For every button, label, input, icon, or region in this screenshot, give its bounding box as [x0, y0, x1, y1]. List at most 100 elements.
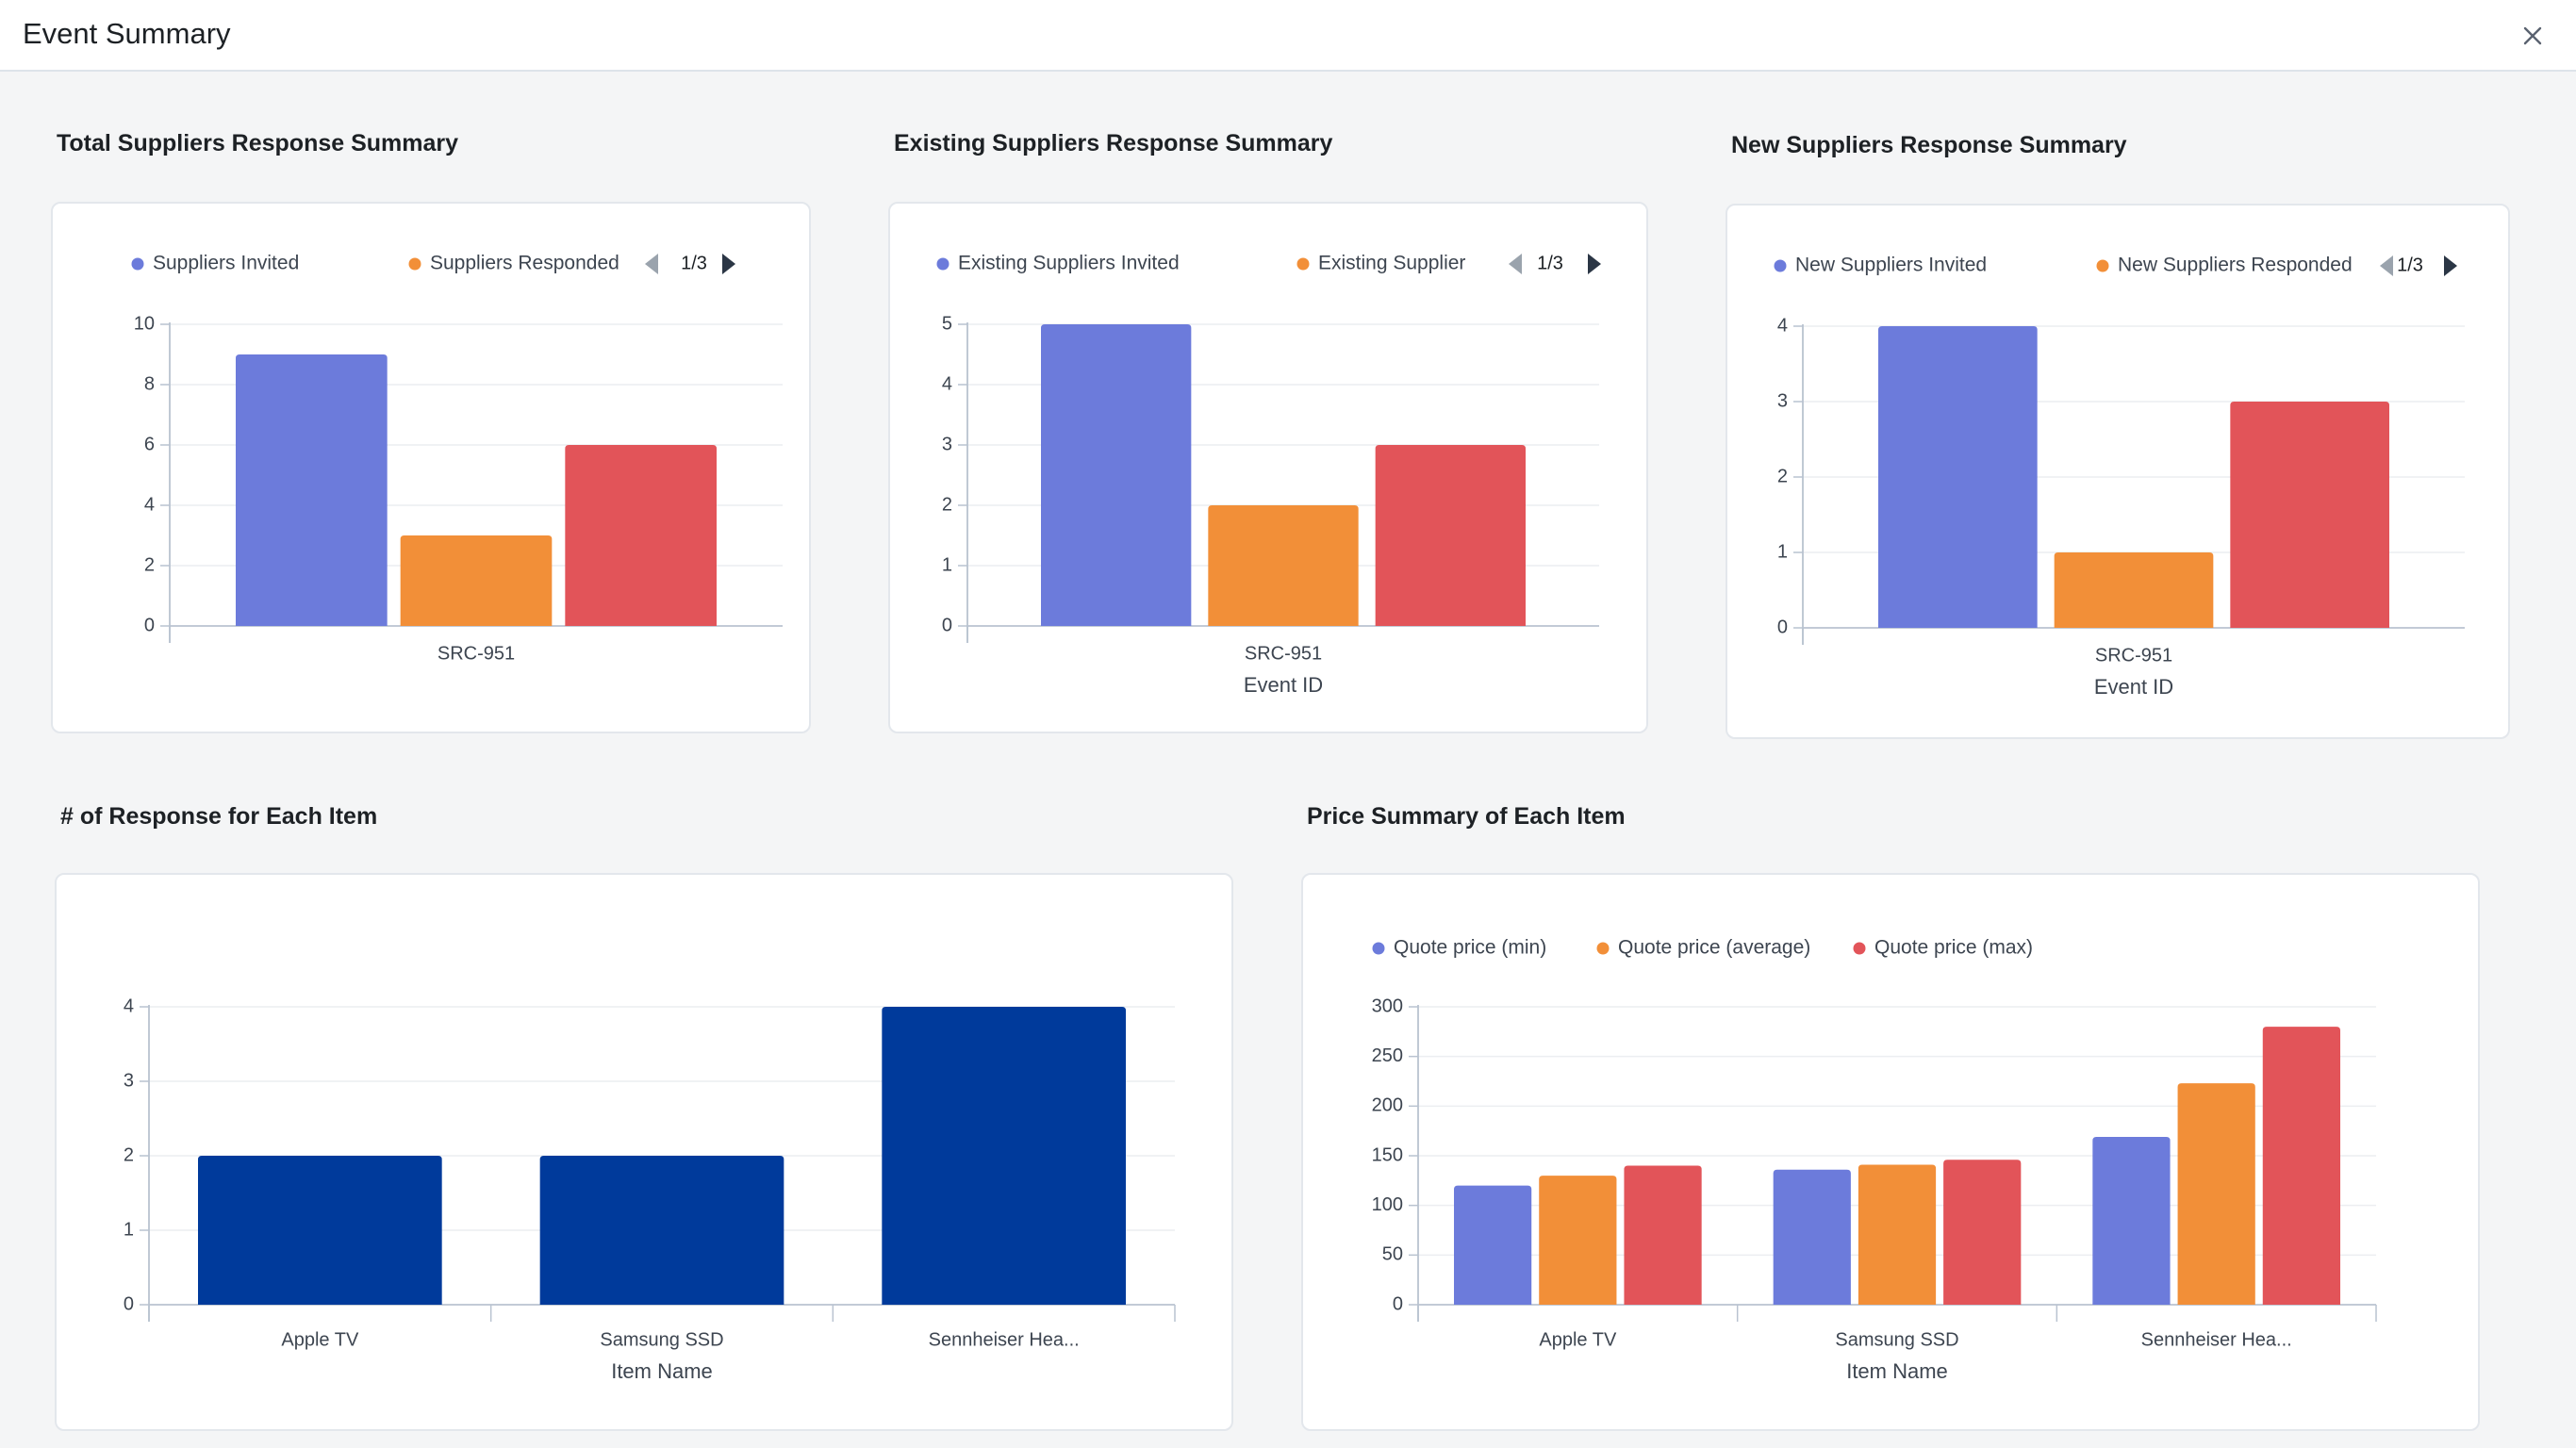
- x-category-label: Apple TV: [1539, 1329, 1617, 1350]
- y-tick-label: 0: [144, 615, 155, 635]
- x-axis-title: Item Name: [611, 1359, 713, 1383]
- bar-series-0-0[interactable]: [198, 1156, 442, 1305]
- x-axis-title: Event ID: [1244, 673, 1323, 697]
- bar-suppliers-responded-0[interactable]: [400, 535, 553, 626]
- section-title-price: Price Summary of Each Item: [1307, 803, 1626, 830]
- legend-dot: [1774, 259, 1787, 272]
- legend-dot: [131, 257, 144, 271]
- bar-quote-price-average--0[interactable]: [1539, 1176, 1617, 1305]
- bar-quote-price-average--2[interactable]: [2177, 1083, 2255, 1305]
- y-tick-label: 50: [1382, 1244, 1403, 1265]
- chevron-left-icon[interactable]: [645, 254, 658, 274]
- legend-item: Existing Supplier: [1318, 253, 1465, 274]
- bar-suppliers-invited-0[interactable]: [236, 354, 388, 626]
- x-axis-title: Item Name: [1846, 1359, 1948, 1383]
- bar-series-2-0[interactable]: [1375, 445, 1526, 626]
- x-category-label: Apple TV: [281, 1329, 359, 1350]
- y-tick-label: 2: [124, 1144, 134, 1165]
- y-tick-label: 300: [1372, 996, 1403, 1016]
- y-tick-label: 200: [1372, 1095, 1403, 1116]
- chevron-left-icon[interactable]: [2380, 255, 2393, 276]
- y-tick-label: 2: [942, 494, 952, 515]
- response-per-item-chart: 0 1 2 3 4 Apple TV Samsung SSD Sennheiser Hea..…: [124, 996, 1176, 1383]
- y-tick-label: 4: [144, 494, 155, 515]
- price-summary-chart: 0 50 100 150 200 250 300 Apple TV Samsung SSD Sen…: [1372, 937, 2377, 1383]
- bar-existing-supplier-0[interactable]: [1208, 505, 1359, 626]
- y-tick-label: 2: [144, 554, 155, 575]
- bar-quote-price-min--1[interactable]: [1773, 1169, 1851, 1305]
- x-category-label: Sennheiser Hea...: [929, 1329, 1080, 1350]
- x-category-label: SRC-951: [438, 643, 515, 664]
- y-tick-label: 3: [1777, 390, 1788, 411]
- bar-series-0-2[interactable]: [882, 1007, 1126, 1305]
- bar-quote-price-average--1[interactable]: [1858, 1164, 1937, 1305]
- legend-item: Quote price (min): [1394, 937, 1546, 959]
- pager-label: 1/3: [681, 253, 707, 273]
- section-title-existing: Existing Suppliers Response Summary: [894, 130, 1333, 156]
- y-tick-label: 0: [1393, 1293, 1403, 1314]
- new-suppliers-chart: 0 1 2 3 4 SRC-951 Event ID New Suppliers Invite…: [1774, 255, 2465, 699]
- y-tick-label: 0: [1777, 617, 1788, 637]
- chart-card-total: 0 2 4 6 8 10 SRC-951 Suppliers Invited Suppliers…: [51, 202, 811, 733]
- legend-item: Quote price (max): [1874, 937, 2033, 959]
- x-axis-title: Event ID: [2094, 675, 2173, 699]
- chart-card-price: 0 50 100 150 200 250 300 Apple TV Samsung SSD Sen…: [1301, 873, 2480, 1431]
- legend-dot: [408, 257, 421, 271]
- y-tick-label: 1: [942, 554, 952, 575]
- modal-header: Event Summary: [0, 0, 2576, 72]
- chevron-right-icon[interactable]: [2444, 255, 2457, 276]
- x-category-label: SRC-951: [1245, 643, 1322, 664]
- y-tick-label: 250: [1372, 1045, 1403, 1066]
- legend-dot: [1372, 942, 1385, 955]
- chart-card-existing: 0 1 2 3 4 5 SRC-951 Event ID Existing Suppliers …: [888, 202, 1648, 733]
- y-tick-label: 2: [1777, 466, 1788, 486]
- y-tick-label: 4: [1777, 315, 1788, 336]
- chevron-right-icon[interactable]: [722, 254, 735, 274]
- page-title: Event Summary: [23, 17, 231, 50]
- bar-quote-price-max--0[interactable]: [1624, 1165, 1702, 1305]
- x-category-label: Samsung SSD: [600, 1329, 723, 1350]
- bar-quote-price-min--0[interactable]: [1454, 1185, 1532, 1305]
- bar-new-suppliers-invited-0[interactable]: [1878, 326, 2038, 628]
- pager-label: 1/3: [2397, 255, 2423, 275]
- y-tick-label: 1: [1777, 541, 1788, 562]
- chevron-right-icon[interactable]: [1588, 254, 1601, 274]
- y-tick-label: 4: [124, 996, 134, 1016]
- bar-new-suppliers-responded-0[interactable]: [2054, 552, 2214, 628]
- legend-dot: [2096, 259, 2109, 272]
- section-title-total: Total Suppliers Response Summary: [57, 130, 459, 156]
- chevron-left-icon[interactable]: [1509, 254, 1522, 274]
- bar-existing-suppliers-invited-0[interactable]: [1041, 324, 1192, 626]
- legend-item: New Suppliers Invited: [1795, 255, 1987, 276]
- bar-quote-price-max--2[interactable]: [2262, 1027, 2340, 1305]
- legend-dot: [1853, 942, 1866, 955]
- legend-item: Existing Suppliers Invited: [958, 253, 1180, 274]
- bar-series-2-0[interactable]: [2230, 402, 2389, 628]
- chart-card-new: 0 1 2 3 4 SRC-951 Event ID New Suppliers Invite…: [1726, 204, 2510, 739]
- section-title-response: # of Response for Each Item: [60, 803, 378, 830]
- x-category-label: Samsung SSD: [1835, 1329, 1958, 1350]
- y-tick-label: 5: [942, 313, 952, 334]
- x-category-label: SRC-951: [2095, 645, 2172, 666]
- existing-suppliers-chart: 0 1 2 3 4 5 SRC-951 Event ID Existing Suppliers …: [936, 253, 1601, 697]
- y-tick-label: 3: [942, 434, 952, 454]
- legend-item: New Suppliers Responded: [2118, 255, 2353, 276]
- legend-dot: [1596, 942, 1610, 955]
- y-tick-label: 100: [1372, 1194, 1403, 1215]
- bar-quote-price-min--2[interactable]: [2092, 1136, 2171, 1305]
- pager-label: 1/3: [1537, 253, 1563, 273]
- legend-item: Quote price (average): [1618, 937, 1810, 959]
- y-tick-label: 1: [124, 1219, 134, 1240]
- y-tick-label: 150: [1372, 1144, 1403, 1165]
- y-tick-label: 3: [124, 1070, 134, 1091]
- chart-card-response: 0 1 2 3 4 Apple TV Samsung SSD Sennheiser Hea..…: [55, 873, 1233, 1431]
- y-tick-label: 0: [124, 1293, 134, 1314]
- y-tick-label: 4: [942, 373, 952, 394]
- y-tick-label: 0: [942, 615, 952, 635]
- bar-series-2-0[interactable]: [565, 445, 717, 626]
- legend-dot: [1296, 257, 1310, 271]
- x-category-label: Sennheiser Hea...: [2141, 1329, 2292, 1350]
- close-icon[interactable]: [2518, 21, 2548, 51]
- bar-series-0-1[interactable]: [539, 1156, 784, 1305]
- bar-quote-price-max--1[interactable]: [1943, 1160, 2022, 1305]
